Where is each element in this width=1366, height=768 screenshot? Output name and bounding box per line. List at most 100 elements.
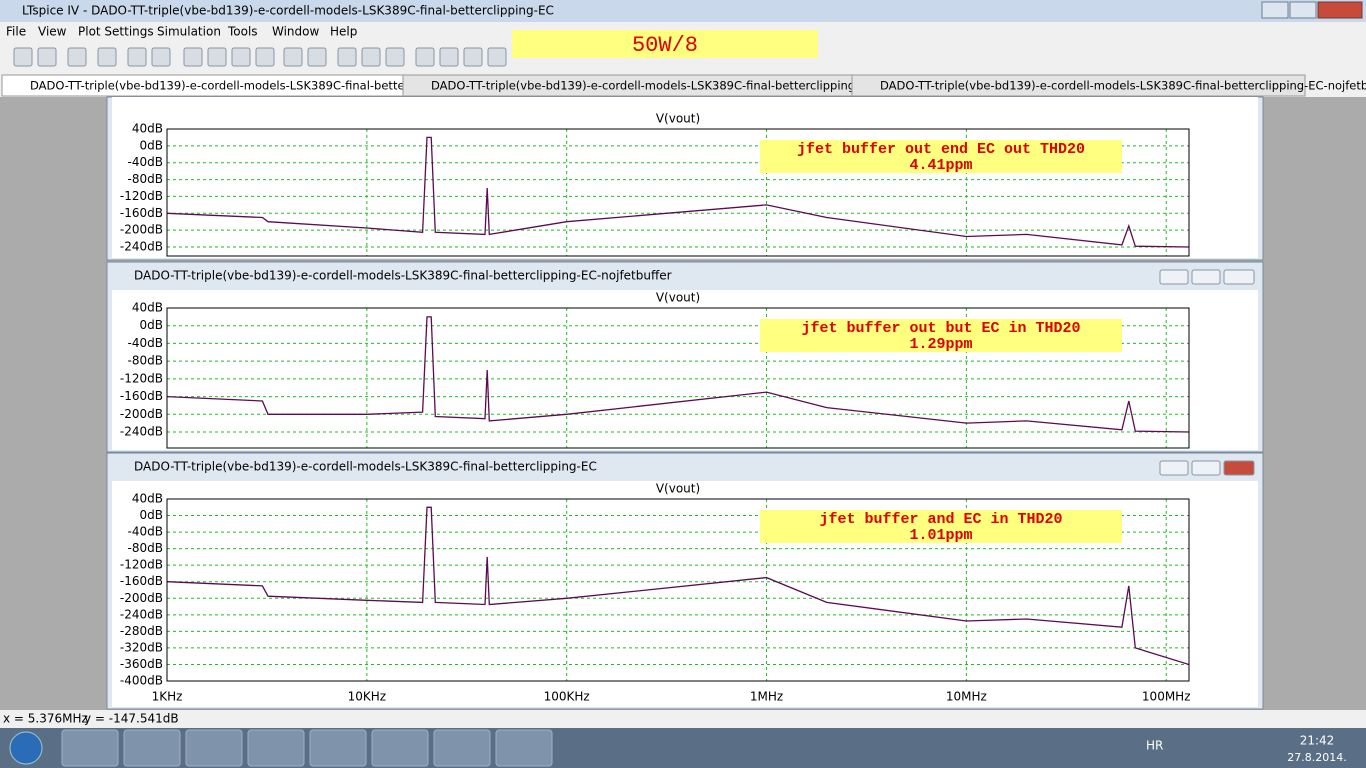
window-close[interactable] (1223, 269, 1255, 285)
tab-label: DADO-TT-triple(vbe-bd139)-e-cordell-mode… (431, 79, 946, 93)
taskbar-app[interactable] (61, 729, 119, 767)
toolbar-button[interactable] (463, 47, 483, 67)
y-tick-label: -160dB (120, 389, 163, 403)
maximize-button[interactable] (1289, 1, 1317, 19)
trace-name: V(vout) (656, 291, 700, 305)
menu-bar: File View Plot Settings Simulation Tools Wind… (6, 25, 357, 39)
menu-item[interactable]: Tools (227, 25, 258, 39)
menu-item[interactable]: Simulation (157, 25, 221, 39)
toolbar-button[interactable] (487, 47, 507, 67)
toolbar-button[interactable] (183, 47, 203, 67)
toolbar-button[interactable] (37, 47, 57, 67)
menu-item[interactable]: File (6, 25, 26, 39)
y-tick-label: -400dB (120, 674, 163, 688)
plot-window: DADO-TT-triple(vbe-bd139)-e-cordell-mode… (106, 261, 1264, 453)
annotation: 1.01ppm (909, 527, 972, 544)
y-tick-label: -200dB (120, 407, 163, 421)
tab-label: DADO-TT-triple(vbe-bd139)-e-cordell-mode… (880, 79, 1366, 93)
toolbar-button[interactable] (255, 47, 275, 67)
window-button[interactable] (1191, 460, 1221, 476)
toolbar-button[interactable] (283, 47, 303, 67)
toolbar-button[interactable] (361, 47, 381, 67)
status-bar (0, 710, 1366, 728)
annotation: jfet buffer out end EC out THD20 (797, 141, 1085, 158)
toolbar-button[interactable] (151, 47, 171, 67)
plot-window: 40dB 0dB -40dB -80dB -120dB -160dB -200dB -240d… (106, 96, 1264, 261)
menu-item[interactable]: Plot Settings (78, 25, 154, 39)
x-tick-label: 1MHz (750, 690, 783, 704)
y-tick-label: -40dB (128, 155, 163, 169)
y-tick-label: -160dB (120, 574, 163, 588)
toolbar-button[interactable] (307, 47, 327, 67)
y-tick-label: -240dB (120, 240, 163, 254)
window-button[interactable] (1191, 269, 1221, 285)
window-title: LTspice IV - DADO-TT-triple(vbe-bd139)-e… (22, 4, 554, 18)
tab-label: DADO-TT-triple(vbe-bd139)-e-cordell-mode… (30, 79, 474, 93)
x-tick-label: 10MHz (946, 690, 987, 704)
window-close[interactable] (1223, 460, 1255, 476)
toolbar-button[interactable] (337, 47, 357, 67)
y-tick-label: -120dB (120, 189, 163, 203)
start-button[interactable] (9, 731, 43, 765)
tab[interactable] (851, 74, 1306, 97)
y-tick-label: -40dB (128, 525, 163, 539)
y-tick-label: 0dB (140, 318, 163, 332)
banner: 50W/8 (632, 33, 698, 58)
annotation-box (760, 510, 1122, 543)
toolbar-button[interactable] (439, 47, 459, 67)
toolbar-button[interactable] (13, 47, 33, 67)
toolbar-button[interactable] (127, 47, 147, 67)
trace (167, 136, 1189, 248)
menu-item[interactable]: Help (330, 25, 357, 39)
taskbar-app[interactable] (309, 729, 367, 767)
y-tick-label: -280dB (120, 624, 163, 638)
toolbar-button[interactable] (415, 47, 435, 67)
trace-name: V(vout) (656, 482, 700, 496)
y-tick-label: -80dB (128, 172, 163, 186)
trace-name: V(vout) (656, 112, 700, 126)
toolbar-button[interactable] (385, 47, 405, 67)
minimize-button[interactable] (1261, 1, 1289, 19)
y-tick-label: -80dB (128, 354, 163, 368)
plot-border (166, 128, 1190, 257)
y-tick-label: -120dB (120, 371, 163, 385)
y-tick-label: 0dB (140, 508, 163, 522)
y-tick-label: -160dB (120, 206, 163, 220)
plot-border (166, 307, 1190, 449)
annotation: 4.41ppm (909, 157, 972, 174)
title-bar (0, 0, 1366, 22)
window-button[interactable] (1159, 460, 1189, 476)
close-button[interactable] (1317, 1, 1363, 19)
menu-item[interactable]: Window (272, 25, 320, 39)
toolbar-button[interactable] (207, 47, 227, 67)
taskbar-app[interactable] (247, 729, 305, 767)
y-tick-label: -360dB (120, 657, 163, 671)
trace (167, 316, 1189, 433)
toolbar (13, 47, 507, 67)
tray-time: 21:42 (1300, 734, 1335, 748)
status-x: x = 5.376MHz (3, 712, 88, 726)
taskbar-app[interactable] (185, 729, 243, 767)
toolbar-button[interactable] (97, 47, 117, 67)
menu-item[interactable]: View (38, 25, 67, 39)
status-y: y = -147.541dB (84, 712, 179, 726)
taskbar-app[interactable] (371, 729, 429, 767)
annotation: jfet buffer and EC in THD20 (819, 511, 1062, 528)
taskbar-app[interactable] (495, 729, 553, 767)
toolbar-button[interactable] (231, 47, 251, 67)
toolbar-button[interactable] (67, 47, 87, 67)
taskbar-app[interactable] (123, 729, 181, 767)
tabs: DADO-TT-triple(vbe-bd139)-e-cordell-mode… (1, 74, 1366, 97)
plot-window: DADO-TT-triple(vbe-bd139)-e-cordell-mode… (106, 452, 1264, 710)
tray-language: HR (1146, 739, 1163, 753)
plot-border (166, 498, 1190, 682)
x-tick-label: 100MHz (1142, 690, 1191, 704)
window-button[interactable] (1159, 269, 1189, 285)
taskbar-app[interactable] (433, 729, 491, 767)
banner-box (512, 30, 818, 58)
y-tick-label: -320dB (120, 640, 163, 654)
window-title: DADO-TT-triple(vbe-bd139)-e-cordell-mode… (134, 460, 597, 474)
y-tick-label: -200dB (120, 591, 163, 605)
tray-date: 27.8.2014. (1287, 751, 1346, 764)
